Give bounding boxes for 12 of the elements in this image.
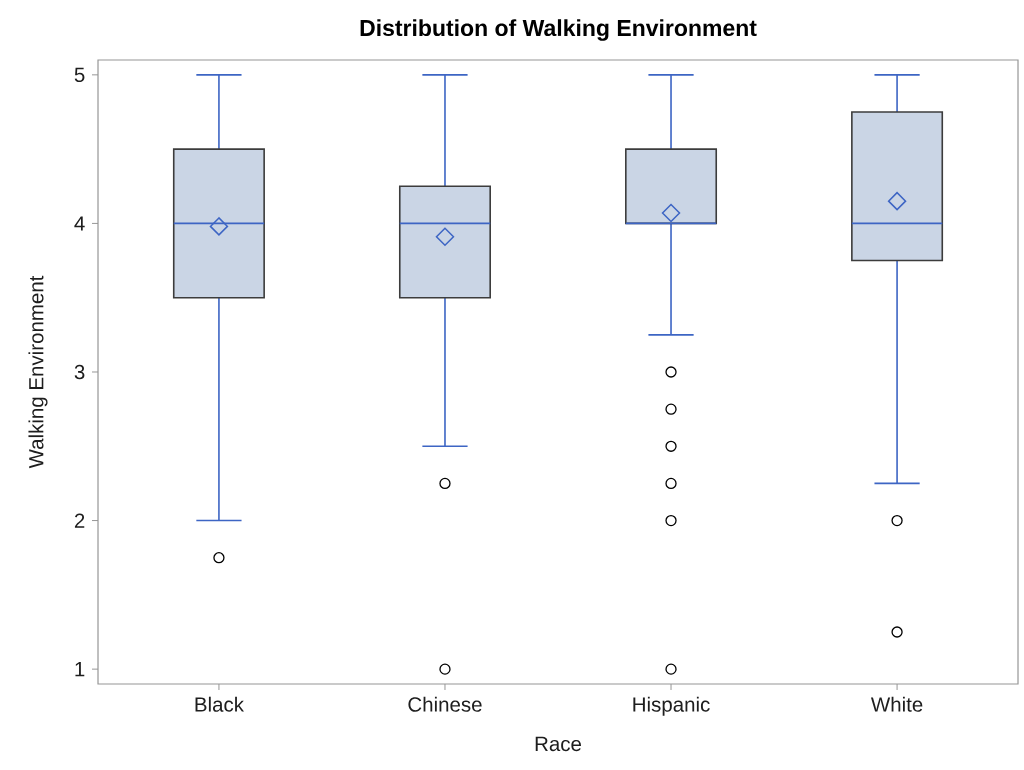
y-tick-label: 3 — [74, 364, 85, 380]
x-tick-label: White — [870, 696, 923, 712]
y-tick-label: 5 — [74, 67, 85, 83]
x-tick-label: Black — [195, 696, 245, 712]
x-tick-label: Chinese — [408, 696, 482, 712]
x-axis-title: Race — [535, 736, 581, 752]
y-axis-title: Walking Environment — [28, 275, 48, 469]
chart-title: Distribution of Walking Environment — [360, 19, 757, 41]
y-tick-label: 4 — [74, 216, 85, 231]
y-tick-label: 2 — [74, 513, 85, 528]
x-tick-label: Hispanic — [633, 696, 710, 716]
y-tick-label: 1 — [75, 662, 85, 677]
